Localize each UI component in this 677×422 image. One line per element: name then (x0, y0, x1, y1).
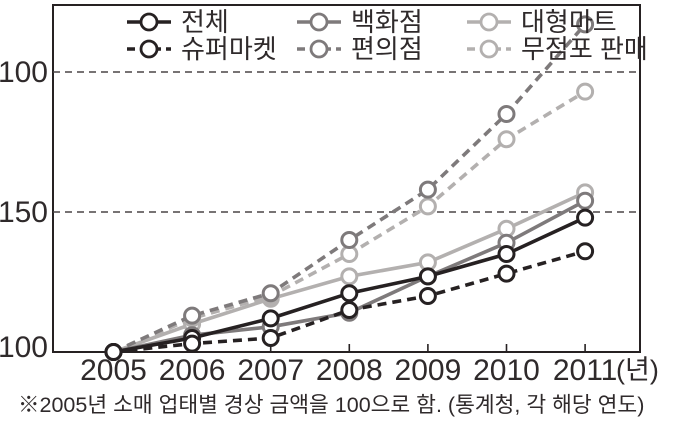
legend-marker-department-store (309, 12, 329, 32)
legend-marker-total (139, 12, 159, 32)
data-point-supermarket-2011 (576, 242, 595, 261)
data-point-supermarket-2010 (497, 264, 516, 283)
data-point-non-store-retail-2011 (576, 82, 595, 101)
legend-item-hypermarket: 대형마트 (467, 7, 617, 37)
x-tick-label: 2011 (553, 354, 618, 387)
data-point-total-2009 (418, 267, 437, 286)
data-point-convenience-store-2008 (340, 231, 359, 249)
data-point-supermarket-2006 (183, 334, 202, 353)
data-point-convenience-store-2007 (261, 284, 280, 303)
data-point-total-2011 (576, 208, 595, 227)
data-point-convenience-store-2011 (576, 15, 595, 34)
legend-item-total: 전체 (127, 7, 229, 37)
data-point-supermarket-2005 (104, 343, 123, 361)
x-tick-label: 2007 (237, 354, 304, 387)
data-point-convenience-store-2010 (497, 105, 516, 123)
legend-label-total: 전체 (181, 7, 229, 37)
legend-item-non-store-retail: 무점포 판매 (467, 34, 648, 64)
legend-label-convenience-store: 편의점 (351, 34, 423, 64)
x-tick-label: 2010 (473, 354, 540, 387)
data-point-supermarket-2008 (340, 301, 359, 319)
x-axis-unit-label: (년) (616, 355, 659, 385)
source-footnote: ※2005년 소매 업태별 경상 금액을 100으로 함. (통계청, 각 해당… (18, 393, 644, 417)
data-point-non-store-retail-2009 (418, 197, 437, 216)
data-point-total-2007 (261, 309, 280, 328)
legend-item-department-store: 백화점 (297, 7, 423, 37)
x-tick-label: 2006 (159, 354, 226, 387)
legend-label-supermarket: 슈퍼마켓 (181, 34, 277, 64)
y-tick-label: 150 (0, 196, 48, 229)
legend-item-convenience-store: 편의점 (297, 34, 423, 64)
legend-marker-hypermarket (479, 12, 499, 32)
plot-border (52, 4, 641, 353)
data-point-convenience-store-2009 (418, 180, 437, 199)
data-point-convenience-store-2006 (183, 306, 202, 325)
data-point-department-store-2011 (576, 191, 595, 210)
y-tick-label: 100 (0, 56, 48, 89)
legend-marker-convenience-store (309, 39, 329, 59)
data-point-total-2010 (497, 245, 516, 263)
x-tick-label: 2009 (395, 354, 462, 387)
legend-label-department-store: 백화점 (351, 7, 423, 37)
data-point-hypermarket-2008 (340, 267, 359, 286)
data-point-non-store-retail-2010 (497, 130, 516, 149)
data-point-total-2008 (340, 284, 359, 303)
x-tick-label: 2008 (316, 354, 383, 387)
legend-marker-supermarket (139, 39, 159, 59)
y-tick-label: 100 (0, 331, 48, 364)
data-point-supermarket-2007 (261, 329, 280, 347)
legend-marker-non-store-retail (479, 39, 499, 59)
legend-label-hypermarket: 대형마트 (521, 7, 617, 37)
legend-label-non-store-retail: 무점포 판매 (521, 34, 648, 64)
data-point-supermarket-2009 (418, 287, 437, 305)
legend-item-supermarket: 슈퍼마켓 (127, 34, 277, 64)
